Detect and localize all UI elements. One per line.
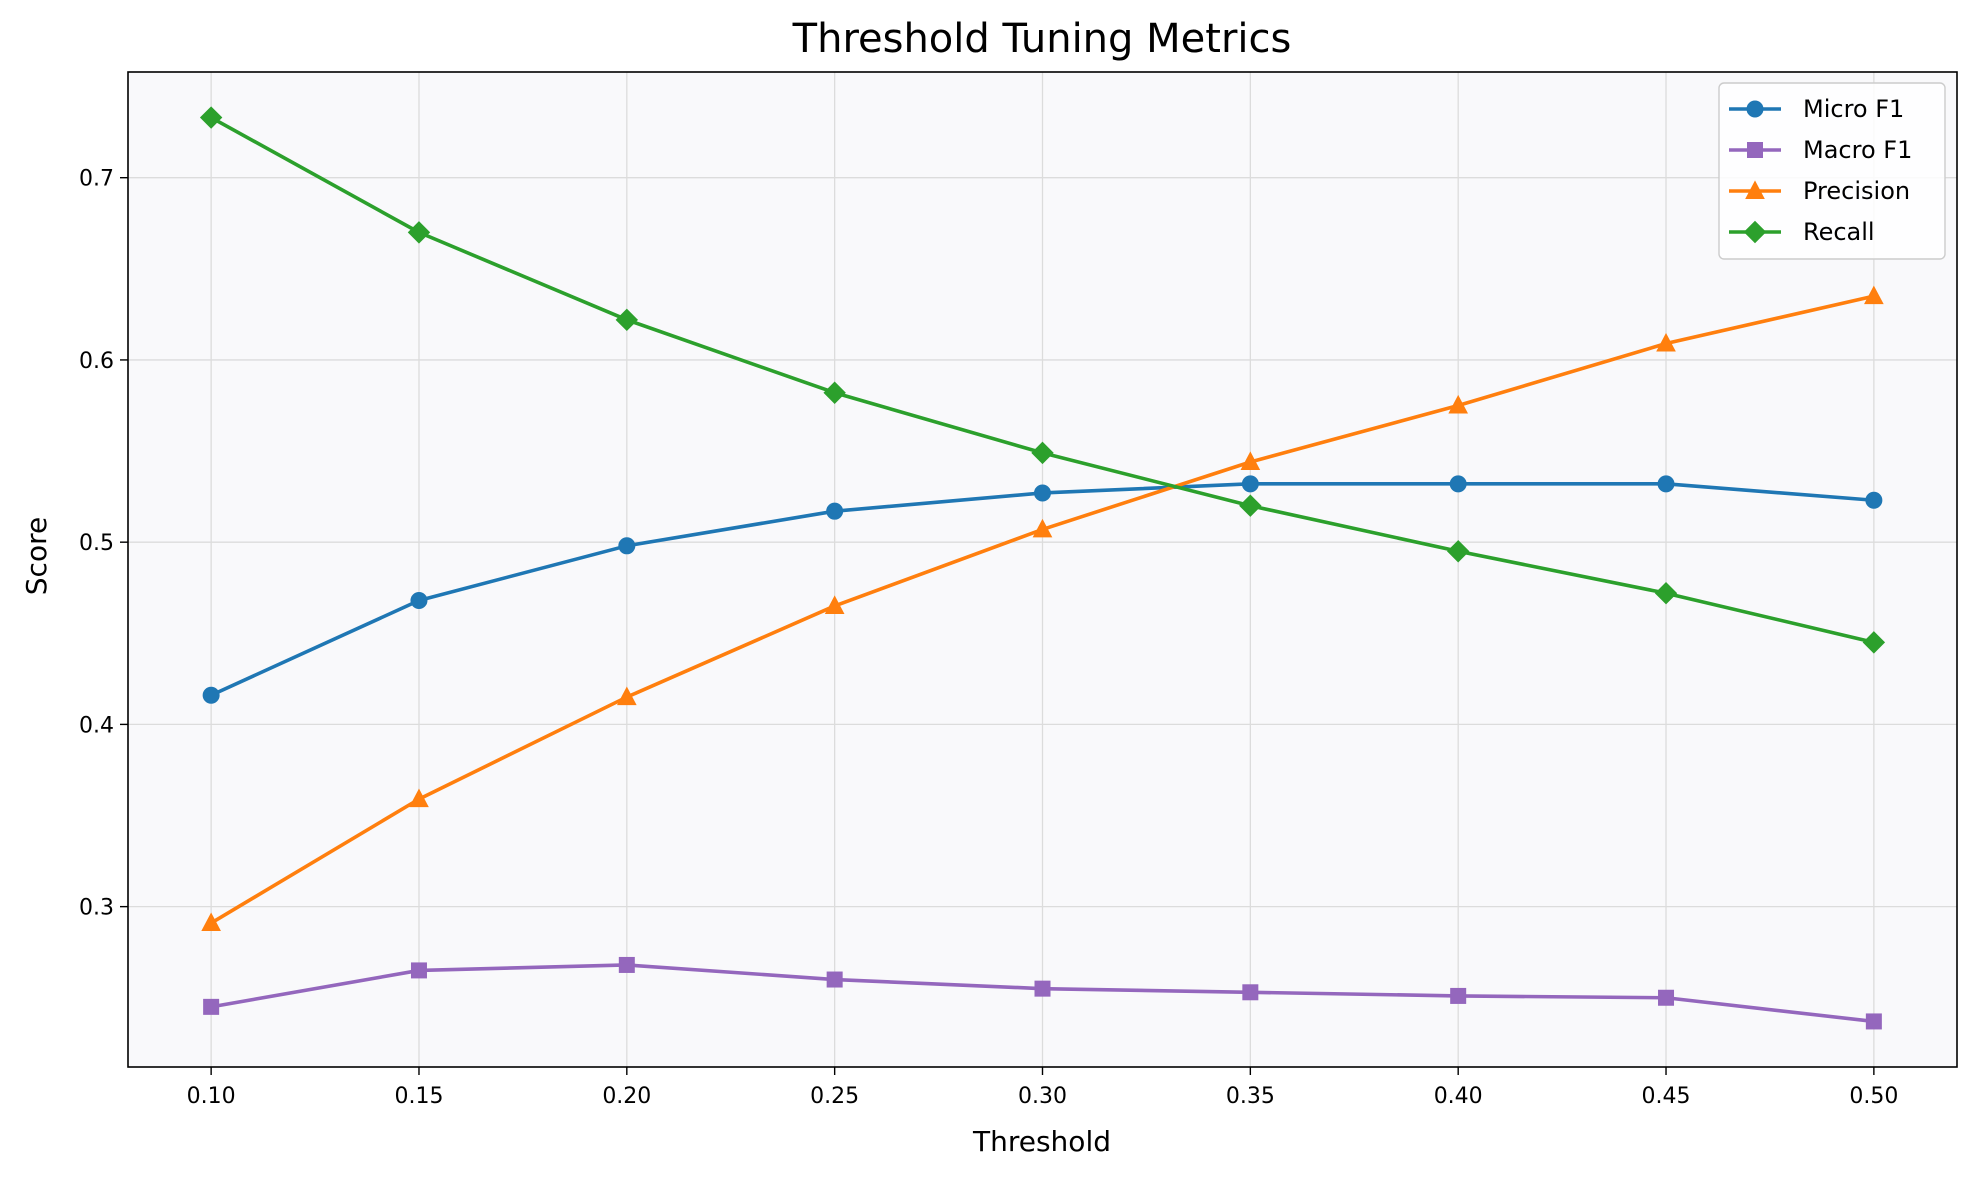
y-axis: 0.3 0.4 0.5 0.6 0.7 xyxy=(79,167,128,921)
data-point-micro-f1 xyxy=(410,591,428,609)
legend-label-macro-f1: Macro F1 xyxy=(1803,136,1912,164)
data-point-precision xyxy=(1448,394,1469,414)
data-point-micro-f1 xyxy=(1449,475,1467,493)
data-point-precision xyxy=(1864,285,1884,305)
grid xyxy=(128,72,1957,1067)
data-point-recall xyxy=(1862,631,1886,654)
legend-marker-micro-f1 xyxy=(1746,100,1764,118)
data-point-macro-f1 xyxy=(1034,980,1051,997)
y-tick-label: 0.3 xyxy=(79,896,114,921)
x-axis: 0.10 0.15 0.20 0.25 0.30 0.35 0.40 0.45 0.50 xyxy=(187,1067,1898,1109)
data-point-recall xyxy=(407,221,431,244)
data-point-recall xyxy=(615,308,639,332)
legend-label-precision: Precision xyxy=(1803,177,1910,205)
data-point-macro-f1 xyxy=(203,998,220,1015)
data-point-micro-f1 xyxy=(1657,475,1675,493)
data-point-precision xyxy=(1656,332,1676,352)
data-point-precision xyxy=(1032,518,1053,538)
x-tick-label: 0.40 xyxy=(1434,1084,1483,1109)
data-point-macro-f1 xyxy=(826,971,843,988)
data-point-precision xyxy=(824,595,845,614)
data-point-recall xyxy=(1654,581,1678,605)
data-point-recall xyxy=(1446,540,1470,563)
data-point-recall xyxy=(1031,441,1054,465)
data-point-recall xyxy=(823,381,846,404)
x-tick-label: 0.20 xyxy=(602,1084,651,1109)
data-point-macro-f1 xyxy=(1242,984,1259,1001)
x-tick-label: 0.45 xyxy=(1642,1084,1691,1109)
x-tick-label: 0.25 xyxy=(810,1084,859,1109)
data-point-macro-f1 xyxy=(1865,1013,1882,1030)
data-point-macro-f1 xyxy=(1450,987,1467,1004)
legend-marker-recall xyxy=(1743,220,1767,244)
legend-label-recall: Recall xyxy=(1803,218,1875,246)
data-point-macro-f1 xyxy=(410,962,427,979)
y-tick-label: 0.6 xyxy=(79,349,114,374)
x-tick-label: 0.35 xyxy=(1226,1084,1275,1109)
series-macro-f1 xyxy=(203,956,1882,1030)
legend-box xyxy=(1718,82,1946,260)
data-point-recall xyxy=(199,106,223,129)
data-point-micro-f1 xyxy=(618,537,636,555)
x-tick-label: 0.50 xyxy=(1849,1084,1898,1109)
data-point-precision xyxy=(409,788,429,808)
y-tick-label: 0.5 xyxy=(79,531,114,556)
data-point-macro-f1 xyxy=(1658,989,1675,1006)
y-tick-label: 0.7 xyxy=(79,167,114,192)
data-point-precision xyxy=(616,686,637,706)
y-axis-label: Score xyxy=(20,517,53,595)
data-point-recall xyxy=(1239,494,1262,517)
x-tick-label: 0.15 xyxy=(394,1084,443,1109)
x-tick-label: 0.30 xyxy=(1018,1084,1067,1109)
data-point-micro-f1 xyxy=(202,686,220,704)
data-point-micro-f1 xyxy=(1241,475,1259,493)
legend: Micro F1 Macro F1 Precision Recall xyxy=(1718,82,1946,260)
data-point-micro-f1 xyxy=(1034,484,1051,502)
data-point-precision xyxy=(201,912,221,932)
series-layer xyxy=(199,106,1886,1030)
legend-marker-precision xyxy=(1745,180,1765,199)
data-point-micro-f1 xyxy=(1865,491,1883,509)
series-micro-f1 xyxy=(202,475,1883,704)
chart-title: Threshold Tuning Metrics xyxy=(792,16,1292,62)
x-axis-label: Threshold xyxy=(972,1125,1111,1158)
legend-label-micro-f1: Micro F1 xyxy=(1803,95,1904,123)
legend-marker-macro-f1 xyxy=(1747,142,1763,158)
data-point-precision xyxy=(1240,451,1261,470)
y-tick-label: 0.4 xyxy=(79,713,114,738)
series-precision xyxy=(201,285,1884,932)
data-point-micro-f1 xyxy=(826,502,844,520)
x-tick-label: 0.10 xyxy=(187,1084,236,1109)
data-point-macro-f1 xyxy=(618,956,635,973)
series-recall xyxy=(199,106,1886,654)
